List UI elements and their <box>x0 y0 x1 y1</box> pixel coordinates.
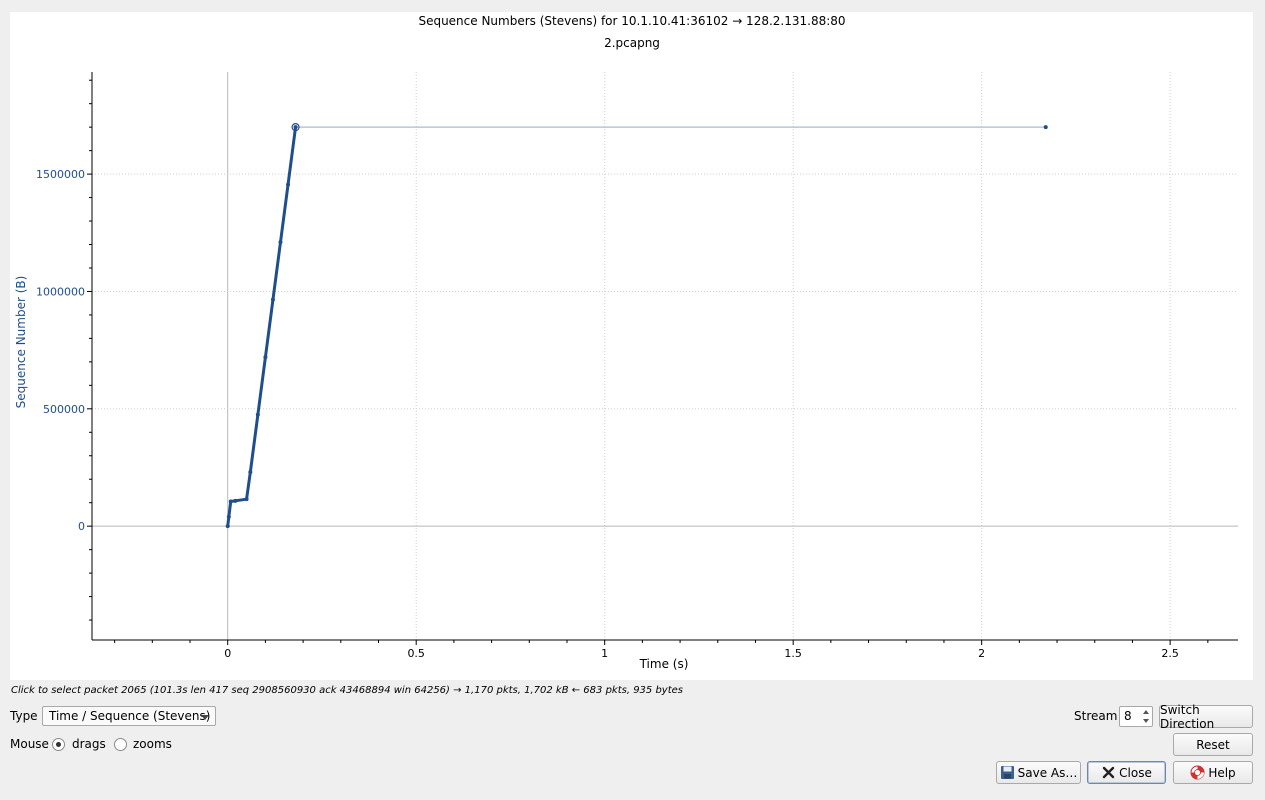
save-as-button[interactable]: Save As… <box>996 761 1081 784</box>
save-as-label: Save As… <box>1017 765 1078 780</box>
x-tick-label: 2 <box>978 647 985 660</box>
switch-direction-label: Switch Direction <box>1160 702 1215 731</box>
zooms-radio[interactable] <box>114 738 127 751</box>
data-point <box>255 412 260 417</box>
packet-burst-segment <box>256 355 267 417</box>
graph-subtitle: 2.pcapng <box>604 36 660 50</box>
status-hint: Click to select packet 2065 (101.3s len … <box>11 685 684 696</box>
spin-up-icon[interactable] <box>1143 710 1149 714</box>
packet-burst-segment <box>263 298 275 359</box>
graph-type-select[interactable]: Time / Sequence (Stevens) <box>42 706 216 726</box>
help-label: Help <box>1208 765 1236 780</box>
packet-burst-segment <box>248 413 260 474</box>
selected-point-marker <box>291 123 300 132</box>
zooms-label[interactable]: zooms <box>133 737 172 751</box>
y-tick-label: 500000 <box>43 403 85 416</box>
type-label: Type <box>10 709 38 723</box>
data-point <box>226 514 231 519</box>
x-tick-label: 0 <box>224 647 231 660</box>
data-point <box>225 524 230 529</box>
stevens-graph[interactable]: Sequence Numbers (Stevens) for 10.1.10.4… <box>10 12 1253 680</box>
switch-direction-button[interactable]: Switch Direction <box>1159 702 1253 731</box>
x-axis-label: Time (s) <box>639 657 689 671</box>
y-tick-label: 0 <box>78 520 85 533</box>
x-tick-label: 0.5 <box>407 647 425 660</box>
close-label: Close <box>1119 765 1152 780</box>
close-button[interactable]: Close <box>1087 761 1166 784</box>
help-lifebuoy-icon <box>1190 765 1205 780</box>
stream-value: 8 <box>1124 709 1132 723</box>
x-tick-label: 2.5 <box>1161 647 1179 660</box>
grid-lines <box>92 72 1238 640</box>
reset-label: Reset <box>1196 737 1230 752</box>
data-point <box>228 499 233 504</box>
packet-burst-segment <box>286 125 298 187</box>
axes: 0 0.5 1 1.5 2 2.5 0 500000 1000000 1500000 <box>36 72 1238 660</box>
help-button[interactable]: Help <box>1173 761 1253 784</box>
data-point <box>286 182 291 187</box>
drags-label[interactable]: drags <box>72 737 106 751</box>
stream-label: Stream <box>1074 709 1118 723</box>
mouse-label: Mouse <box>10 737 49 751</box>
close-icon <box>1101 765 1116 780</box>
data-point <box>1043 125 1048 130</box>
x-tick-label: 1 <box>601 647 608 660</box>
packet-burst-segment <box>271 240 282 302</box>
stream-spinbox[interactable]: 8 <box>1119 706 1153 727</box>
data-point <box>293 125 298 130</box>
reset-button[interactable]: Reset <box>1173 733 1253 756</box>
data-points[interactable] <box>225 123 1048 529</box>
graph-title: Sequence Numbers (Stevens) for 10.1.10.4… <box>418 14 845 28</box>
packet-burst-segment <box>227 500 233 519</box>
graph-panel[interactable]: Sequence Numbers (Stevens) for 10.1.10.4… <box>10 12 1253 680</box>
chevron-down-icon <box>201 715 209 720</box>
data-point <box>244 497 249 502</box>
drags-radio[interactable] <box>52 738 65 751</box>
packet-burst-segment <box>278 183 290 244</box>
data-point <box>248 470 253 475</box>
graph-type-value: Time / Sequence (Stevens) <box>49 709 211 723</box>
data-point <box>233 498 238 503</box>
packet-burst-segment <box>245 470 252 501</box>
data-point <box>263 355 268 360</box>
radio-selected-dot <box>56 742 61 747</box>
y-tick-label: 1000000 <box>36 285 85 298</box>
y-tick-label: 1500000 <box>36 168 85 181</box>
y-axis-label: Sequence Number (B) <box>14 276 28 409</box>
x-tick-label: 1.5 <box>784 647 802 660</box>
data-point <box>278 240 283 245</box>
save-icon <box>1000 765 1015 780</box>
data-point <box>270 297 275 302</box>
spin-down-icon[interactable] <box>1143 719 1149 723</box>
